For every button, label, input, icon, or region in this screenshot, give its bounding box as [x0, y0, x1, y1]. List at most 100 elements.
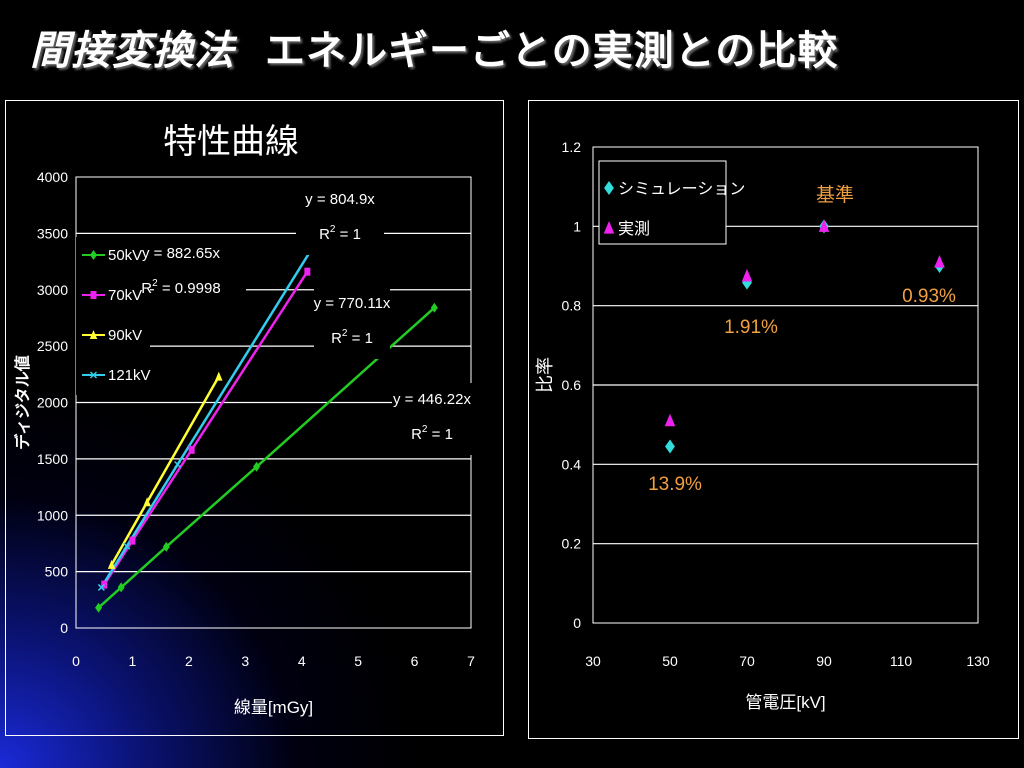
legend-marker: [90, 250, 97, 260]
equation-box: [296, 183, 384, 255]
equation-box: [314, 287, 390, 359]
y-tick-label: 0.2: [562, 536, 582, 552]
x-tick-label: 3: [241, 653, 249, 669]
y-tick-label: 2500: [37, 338, 68, 354]
data-point-121kV: [97, 583, 105, 591]
data-point-50kV: [162, 541, 170, 552]
data-point-121kV: [123, 542, 131, 550]
ratio-comparison-panel: 0 0.2 0.4 0.6 0.8 1 1.2 30 50 70 90 110 130 管電圧[kV] 比率…: [528, 100, 1019, 739]
data-point-実測: [741, 268, 753, 282]
trendline-equation: y = 446.22x R2 = 1: [392, 383, 472, 455]
deviation-annotation: 1.91%: [724, 317, 778, 338]
data-point-実測: [664, 413, 676, 427]
y-tick-label: 3500: [37, 225, 68, 241]
y-tick-label: 2000: [37, 395, 68, 411]
y-tick-label: 1000: [37, 507, 68, 523]
equation-text: y = 770.11x: [314, 295, 391, 312]
trendline-equation: y = 804.9x R2 = 1: [296, 183, 384, 255]
legend-label: 90kV: [108, 327, 142, 344]
deviation-annotation: 基準: [816, 184, 854, 206]
x-tick-label: 1: [129, 653, 137, 669]
data-point-50kV: [430, 302, 438, 313]
x-tick-label: 30: [585, 653, 601, 669]
ratio-comparison-chart: 0 0.2 0.4 0.6 0.8 1 1.2 30 50 70 90 110 130 管電圧[kV] 比率…: [535, 139, 990, 712]
y-tick-label: 500: [45, 564, 69, 580]
x-tick-label: 7: [467, 653, 475, 669]
equation-box: [154, 237, 246, 311]
y-tick-label: 3000: [37, 282, 68, 298]
deviation-annotation: 0.93%: [902, 286, 956, 307]
y-axis-label: ディジタル値: [13, 355, 32, 450]
x-tick-label: 2: [185, 653, 193, 669]
x-axis-label: 線量[mGy]: [234, 698, 313, 717]
trendline-equation: y = 770.11x R2 = 1: [314, 287, 391, 359]
data-point-90kV: [143, 497, 151, 507]
legend-label: 実測: [618, 220, 650, 238]
equation-text: y = 446.22x: [393, 391, 471, 408]
x-tick-label: 70: [739, 653, 755, 669]
data-point-50kV: [253, 461, 261, 472]
data-point-実測: [934, 255, 945, 268]
legend-marker: [89, 330, 98, 339]
y-tick-label: 1.2: [562, 139, 582, 155]
data-point-70kV: [188, 445, 195, 454]
characteristic-curve-panel: 特性曲線 0 500 1000 1500 2000 2500 3000 3500 4000 0 1 2 3…: [5, 100, 504, 736]
legend-label: 50kV: [108, 247, 142, 264]
legend-label: シミュレーション: [618, 181, 745, 198]
x-tick-label: 6: [411, 653, 419, 669]
y-tick-label: 1500: [37, 451, 68, 467]
x-tick-label: 110: [890, 653, 913, 669]
data-point-シミュレーション: [665, 439, 675, 454]
x-tick-label: 130: [966, 653, 990, 669]
y-tick-label: 4000: [37, 169, 68, 185]
legend-marker: [604, 181, 614, 195]
legend-marker: [90, 291, 97, 299]
data-point-70kV: [129, 536, 136, 545]
characteristic-curve-chart: 特性曲線 0 500 1000 1500 2000 2500 3000 3500 4000 0 1 2 3…: [13, 123, 475, 717]
x-axis-label: 管電圧[kV]: [745, 693, 825, 712]
y-axis-label: 比率: [535, 357, 555, 393]
x-tick-label: 50: [662, 653, 678, 669]
y-tick-label: 0.4: [562, 456, 582, 472]
r-squared-text: R2 = 0.9998: [141, 278, 220, 297]
x-tick-label: 5: [354, 653, 362, 669]
legend-marker: [603, 221, 615, 234]
series-line-90kV: [110, 375, 220, 566]
y-tick-label: 0: [60, 620, 68, 636]
equation-box: [392, 383, 472, 455]
equation-text: y = 804.9x: [305, 191, 375, 208]
y-tick-label: 0.8: [562, 298, 582, 314]
legend: 50kV 70kV 90kV 121kV: [76, 237, 151, 395]
data-point-シミュレーション: [742, 275, 752, 290]
r-squared-text: R2 = 1: [411, 424, 453, 443]
r-squared-text: R2 = 1: [319, 224, 361, 243]
y-tick-label: 0.6: [562, 377, 582, 393]
data-point-90kV: [107, 559, 116, 569]
legend-box: [76, 237, 150, 395]
data-point-50kV: [95, 602, 103, 613]
x-tick-label: 0: [72, 653, 80, 669]
r-squared-text: R2 = 1: [331, 328, 373, 347]
slide-title-subject: エネルギーごとの実測との比較: [265, 28, 839, 74]
legend-label: 70kV: [108, 287, 142, 304]
data-point-50kV: [117, 582, 125, 593]
y-tick-label: 1: [573, 218, 581, 234]
deviation-annotation: 13.9%: [648, 474, 702, 495]
legend-label: 121kV: [108, 367, 151, 384]
data-point-121kV: [174, 460, 182, 469]
y-tick-label: 0: [573, 615, 581, 631]
x-tick-label: 4: [298, 653, 306, 669]
chart-title: 特性曲線: [163, 123, 299, 161]
x-tick-label: 90: [816, 653, 832, 669]
equation-text: y = 882.65x: [142, 245, 220, 262]
legend-marker: [89, 371, 98, 379]
legend-box: [598, 160, 727, 245]
data-point-実測: [818, 219, 830, 232]
series-line-70kV: [103, 271, 309, 586]
slide-title: 間接変換法 エネルギーごとの実測との比較: [30, 18, 838, 76]
data-point-90kV: [215, 371, 223, 381]
data-point-70kV: [304, 267, 311, 276]
slide-title-method: 間接変換法: [30, 28, 235, 74]
